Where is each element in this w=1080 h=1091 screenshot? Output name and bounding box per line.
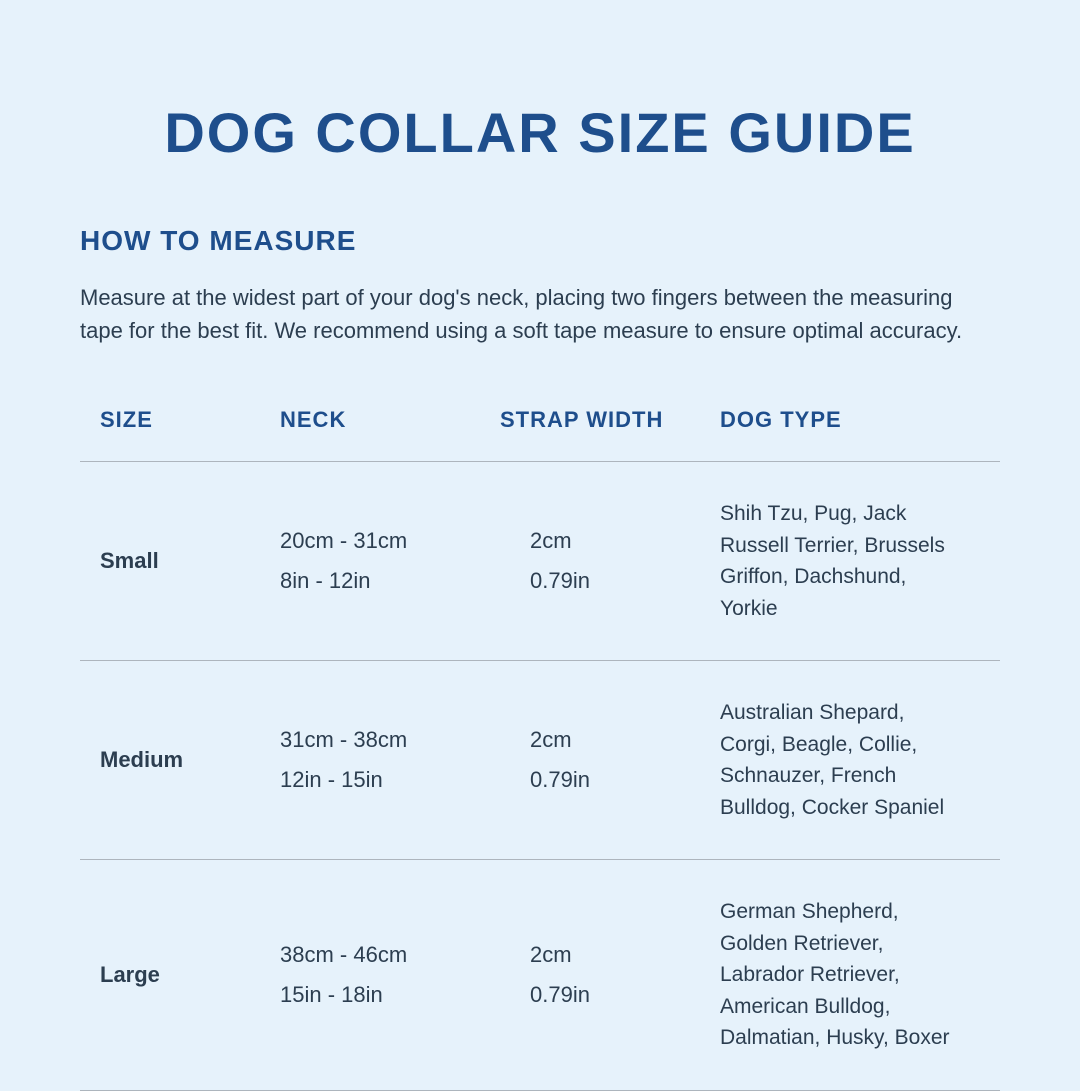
type-value: German Shepherd, Golden Retriever, Labra… [720, 896, 980, 1054]
strap-in: 0.79in [530, 561, 720, 601]
strap-cm: 2cm [530, 935, 720, 975]
table-row: Large 38cm - 46cm 15in - 18in 2cm 0.79in… [80, 860, 1000, 1091]
page-title: DOG COLLAR SIZE GUIDE [80, 100, 1000, 165]
strap-in: 0.79in [530, 975, 720, 1015]
strap-cm: 2cm [530, 720, 720, 760]
strap-cm: 2cm [530, 521, 720, 561]
neck-value: 20cm - 31cm 8in - 12in [280, 521, 500, 600]
neck-cm: 31cm - 38cm [280, 720, 500, 760]
strap-value: 2cm 0.79in [500, 720, 720, 799]
col-header-size: SIZE [100, 407, 280, 433]
neck-value: 38cm - 46cm 15in - 18in [280, 935, 500, 1014]
neck-cm: 38cm - 46cm [280, 935, 500, 975]
neck-in: 8in - 12in [280, 561, 500, 601]
strap-in: 0.79in [530, 760, 720, 800]
neck-cm: 20cm - 31cm [280, 521, 500, 561]
size-value: Small [100, 548, 280, 574]
table-header-row: SIZE NECK STRAP WIDTH DOG TYPE [80, 407, 1000, 462]
neck-value: 31cm - 38cm 12in - 15in [280, 720, 500, 799]
col-header-neck: NECK [280, 407, 500, 433]
table-row: Small 20cm - 31cm 8in - 12in 2cm 0.79in … [80, 462, 1000, 661]
type-value: Australian Shepard, Corgi, Beagle, Colli… [720, 697, 980, 823]
section-subtitle: HOW TO MEASURE [80, 225, 1000, 257]
strap-value: 2cm 0.79in [500, 935, 720, 1014]
table-row: Medium 31cm - 38cm 12in - 15in 2cm 0.79i… [80, 661, 1000, 860]
strap-value: 2cm 0.79in [500, 521, 720, 600]
col-header-type: DOG TYPE [720, 407, 980, 433]
col-header-strap: STRAP WIDTH [500, 407, 720, 433]
description-text: Measure at the widest part of your dog's… [80, 281, 1000, 347]
neck-in: 15in - 18in [280, 975, 500, 1015]
size-value: Medium [100, 747, 280, 773]
type-value: Shih Tzu, Pug, Jack Russell Terrier, Bru… [720, 498, 980, 624]
neck-in: 12in - 15in [280, 760, 500, 800]
size-value: Large [100, 962, 280, 988]
